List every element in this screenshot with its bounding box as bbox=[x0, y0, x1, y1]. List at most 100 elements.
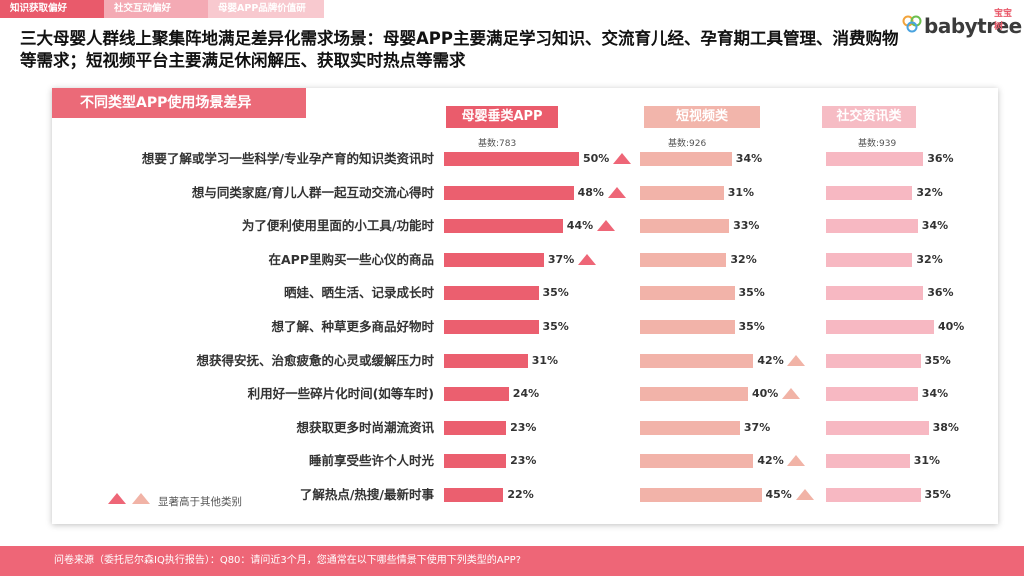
page-headline: 三大母婴人群线上聚集阵地满足差异化需求场景：母婴APP主要满足学习知识、交流育儿… bbox=[20, 29, 899, 70]
series-header-social-news: 社交资讯类 bbox=[822, 106, 916, 128]
bar-series3-row1 bbox=[826, 152, 924, 166]
series-base-maternal-app: 基数:783 bbox=[478, 139, 517, 149]
data-label: 31% bbox=[913, 454, 941, 468]
bar-series3-row3 bbox=[826, 219, 918, 234]
data-label: 37% bbox=[743, 420, 771, 434]
bar-series1-row3 bbox=[444, 219, 563, 234]
significance-triangle-icon bbox=[596, 220, 615, 232]
data-label: 35% bbox=[738, 320, 765, 333]
babytree-logo: babytree 宝宝树 bbox=[902, 6, 1022, 38]
data-label: 35% bbox=[738, 286, 765, 300]
panel-title: 不同类型APP使用场景差异 bbox=[52, 88, 306, 118]
bar-series3-row11 bbox=[826, 488, 921, 502]
bar-series3-row7 bbox=[826, 353, 921, 368]
data-label: 34% bbox=[921, 219, 949, 233]
data-label: 36% bbox=[927, 286, 954, 300]
data-label: 35% bbox=[542, 286, 569, 300]
bar-series1-row7 bbox=[444, 353, 528, 368]
data-label: 35% bbox=[924, 353, 951, 367]
data-label: 42% bbox=[757, 454, 784, 468]
significance-triangle-icon bbox=[613, 153, 631, 164]
category-label: 了解热点/热搜/最新时事 bbox=[299, 487, 434, 502]
category-label: 晒娃、晒生活、记录成长时 bbox=[283, 285, 434, 301]
bar-series3-row2 bbox=[826, 185, 913, 200]
data-label: 36% bbox=[927, 152, 954, 165]
category-label: 想与同类家庭/育儿人群一起互动交流心得时 bbox=[191, 184, 434, 200]
bar-series1-row6 bbox=[444, 320, 539, 334]
legend-triangle-icon-red bbox=[108, 493, 126, 504]
bar-series2-row2 bbox=[640, 185, 724, 200]
data-label: 31% bbox=[531, 353, 559, 367]
legend-label: 显著高于其他类别 bbox=[158, 496, 242, 508]
data-label: 37% bbox=[547, 252, 575, 266]
data-label: 32% bbox=[730, 252, 757, 266]
data-label: 42% bbox=[757, 353, 784, 367]
category-label: 利用好一些碎片化时间(如等车时) bbox=[247, 386, 434, 402]
data-label: 45% bbox=[765, 488, 792, 501]
bar-series2-row6 bbox=[640, 320, 735, 334]
category-label: 在APP里购买一些心仪的商品 bbox=[268, 251, 435, 267]
bar-series2-row11 bbox=[640, 488, 762, 502]
logo-text: babytree bbox=[924, 14, 1022, 38]
bar-series2-row8 bbox=[640, 387, 748, 402]
data-label: 40% bbox=[752, 387, 779, 401]
tab-brand[interactable]: 母婴APP品牌价值研究 bbox=[208, 0, 324, 32]
bar-series1-row5 bbox=[444, 286, 539, 301]
bar-series2-row7 bbox=[640, 353, 754, 368]
category-label: 想获取更多时尚潮流资讯 bbox=[296, 419, 434, 435]
bar-series1-row4 bbox=[444, 252, 544, 267]
bar-series3-row8 bbox=[826, 387, 918, 402]
significance-triangle-icon bbox=[787, 354, 806, 366]
data-label: 32% bbox=[916, 252, 943, 266]
logo-circles-icon bbox=[902, 15, 922, 33]
data-label: 34% bbox=[921, 387, 949, 401]
data-label: 50% bbox=[583, 152, 610, 165]
significance-triangle-icon bbox=[607, 186, 626, 198]
data-label: 32% bbox=[916, 185, 943, 199]
category-label: 睡前享受些许个人时光 bbox=[308, 453, 434, 469]
bar-series2-row3 bbox=[640, 219, 730, 234]
legend-triangle-icon-peach bbox=[132, 493, 150, 504]
data-label: 24% bbox=[512, 387, 540, 401]
bar-series1-row1 bbox=[444, 152, 579, 166]
bar-series3-row6 bbox=[826, 320, 934, 334]
data-label: 40% bbox=[938, 320, 965, 333]
series-base-short-video: 基数:926 bbox=[668, 139, 707, 149]
bar-series2-row10 bbox=[640, 454, 754, 469]
data-label: 35% bbox=[924, 488, 951, 501]
data-label: 34% bbox=[735, 152, 763, 165]
significance-triangle-icon bbox=[787, 455, 806, 467]
tab-knowledge[interactable]: 知识获取偏好 bbox=[0, 0, 104, 18]
bar-series2-row1 bbox=[640, 152, 732, 166]
series-header-maternal-app: 母婴垂类APP bbox=[446, 106, 558, 128]
data-label: 31% bbox=[727, 185, 755, 199]
bar-series1-row2 bbox=[444, 185, 574, 200]
data-label: 38% bbox=[932, 420, 959, 434]
bar-series2-row9 bbox=[640, 420, 740, 435]
category-label: 为了便利使用里面的小工具/功能时 bbox=[241, 218, 434, 234]
data-label: 23% bbox=[510, 420, 537, 434]
data-label: 33% bbox=[733, 219, 760, 233]
significance-triangle-icon bbox=[795, 489, 814, 500]
data-label: 35% bbox=[542, 320, 569, 333]
bar-series1-row10 bbox=[444, 454, 507, 469]
data-label: 22% bbox=[507, 488, 534, 501]
data-label: 44% bbox=[566, 219, 594, 233]
data-label: 48% bbox=[577, 185, 604, 199]
bar-series3-row10 bbox=[826, 454, 910, 469]
bar-series1-row9 bbox=[444, 420, 507, 435]
bar-series3-row9 bbox=[826, 420, 929, 435]
bar-series1-row11 bbox=[444, 488, 504, 502]
footer-source: 问卷来源（委托尼尔森IQ执行报告）：Q80：请问近3个月，您通常在以下哪些情景下… bbox=[0, 546, 1024, 576]
tab-social[interactable]: 社交互动偏好 bbox=[104, 0, 208, 18]
bar-series2-row4 bbox=[640, 252, 727, 267]
category-label: 想获得安抚、治愈疲惫的心灵或缓解压力时 bbox=[196, 352, 434, 368]
series-header-short-video: 短视频类 bbox=[644, 106, 760, 128]
logo-cn-text: 宝宝树 bbox=[994, 9, 1013, 32]
series-base-social-news: 基数:939 bbox=[858, 139, 897, 149]
data-label: 23% bbox=[510, 454, 537, 468]
top-tabs: 知识获取偏好 社交互动偏好 母婴APP品牌价值研究 bbox=[0, 0, 324, 32]
significance-triangle-icon bbox=[577, 253, 596, 265]
category-label: 想了解、种草更多商品好物时 bbox=[271, 319, 434, 334]
bar-series3-row5 bbox=[826, 286, 924, 301]
